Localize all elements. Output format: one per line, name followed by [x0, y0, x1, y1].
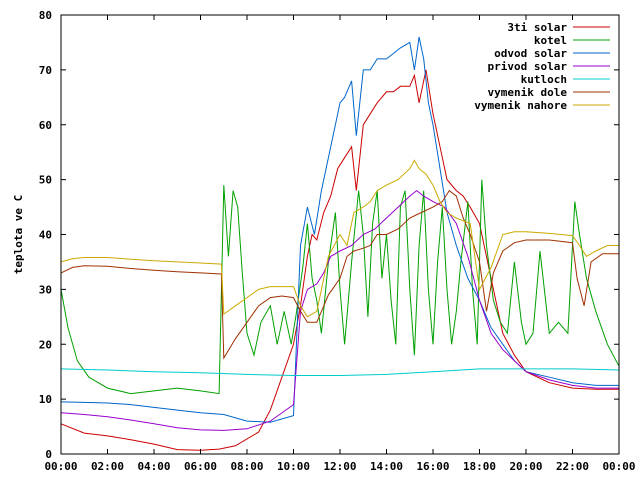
series-line-odvod-solar: [60, 36, 619, 423]
y-tick-label: 10: [39, 393, 52, 406]
x-tick-label: 12:00: [323, 460, 356, 473]
x-tick-label: 14:00: [370, 460, 403, 473]
y-tick-label: 80: [39, 9, 52, 22]
legend-label: 3ti solar: [507, 21, 567, 34]
y-tick-label: 50: [39, 174, 52, 187]
series-line-vymenik-nahore: [60, 159, 619, 318]
y-tick-label: 40: [39, 229, 52, 242]
legend-label: privod solar: [488, 60, 568, 73]
x-tick-label: 16:00: [416, 460, 449, 473]
ticks-layer: 0 10 20 30 40 50 60 70 80 00:00 02:00 04:00 06:00 08:…: [39, 9, 636, 473]
legend-label: kotel: [534, 34, 567, 47]
series-line-privod-solar: [60, 189, 619, 431]
x-tick-label: 20:00: [509, 460, 542, 473]
x-tick-label: 18:00: [463, 460, 496, 473]
legend-label: odvod solar: [494, 47, 567, 60]
series-line-kutloch: [60, 368, 620, 376]
x-tick-label: 00:00: [44, 460, 77, 473]
series-line-vymenik-dole: [60, 189, 619, 360]
series-line-kotel: [60, 179, 620, 395]
y-tick-label: 20: [39, 338, 52, 351]
x-tick-label: 02:00: [91, 460, 124, 473]
x-tick-label: 04:00: [137, 460, 170, 473]
series-layer: [60, 36, 620, 451]
x-tick-label: 10:00: [277, 460, 310, 473]
x-tick-label: 22:00: [556, 460, 589, 473]
y-tick-label: 0: [45, 448, 52, 461]
legend-label: vymenik dole: [488, 86, 568, 99]
y-tick-label: 60: [39, 119, 52, 132]
x-tick-label: 08:00: [230, 460, 263, 473]
series-line-3ti-solar: [60, 69, 619, 451]
x-tick-label: 06:00: [184, 460, 217, 473]
legend-label: kutloch: [521, 73, 567, 86]
y-tick-label: 30: [39, 283, 52, 296]
y-tick-label: 70: [39, 64, 52, 77]
x-tick-label: 00:00: [602, 460, 635, 473]
legend-label: vymenik nahore: [474, 99, 567, 112]
y-axis-label: teplota ve C: [12, 195, 25, 274]
